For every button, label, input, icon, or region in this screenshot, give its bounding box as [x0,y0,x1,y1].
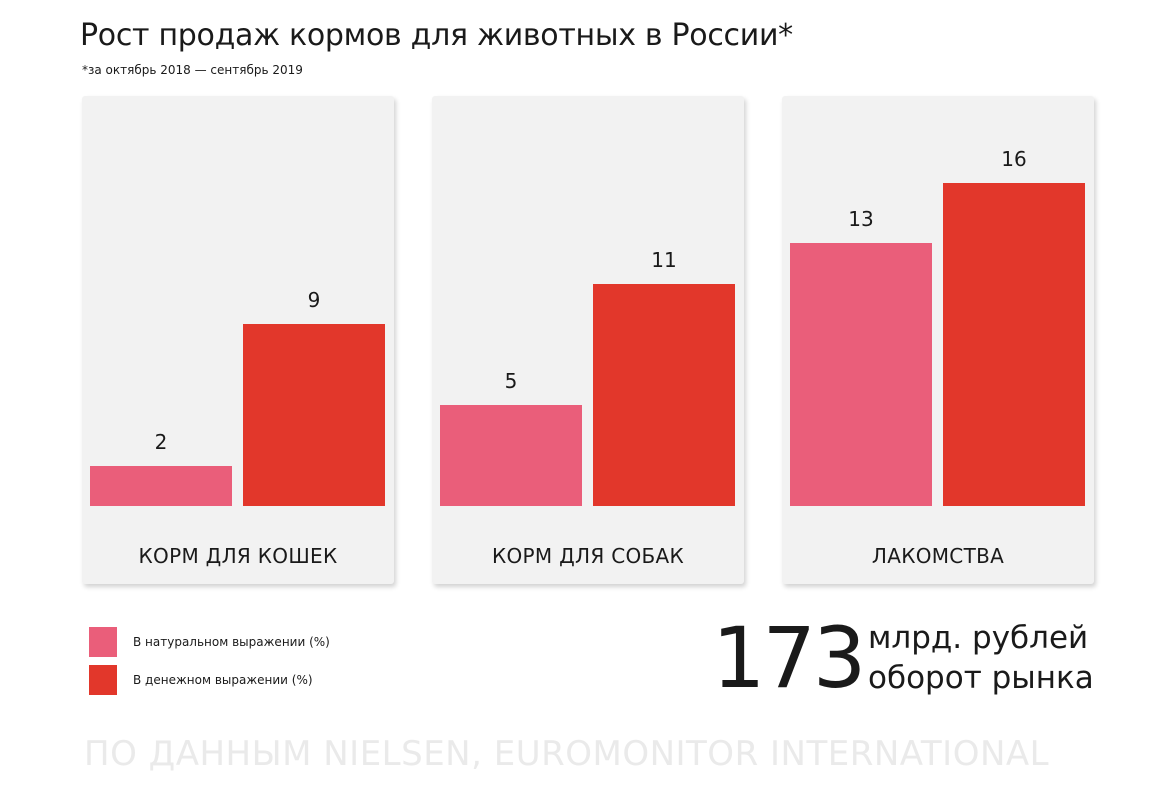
legend-item-monetary: В денежном выражении (%) [89,664,330,696]
legend: В натуральном выражении (%) В денежном в… [89,626,330,702]
legend-swatch-monetary [89,665,117,695]
legend-item-natural: В натуральном выражении (%) [89,626,330,658]
panel-cats: 2 9 КОРМ ДЛЯ КОШЕК [82,96,394,584]
data-label-treats-natural: 13 [848,207,874,232]
data-label-dogs-natural: 5 [504,369,518,393]
legend-label-monetary: В денежном выражении (%) [133,673,313,687]
market-turnover-unit: млрд. рублей [868,620,1089,656]
category-label-cats: КОРМ ДЛЯ КОШЕК [138,544,338,568]
bar-cats-natural [90,465,232,506]
legend-label-natural: В натуральном выражении (%) [133,635,330,649]
panel-dogs: 5 11 КОРМ ДЛЯ СОБАК [432,96,744,584]
market-turnover-value: 173 [712,609,866,707]
chart-subtitle: *за октябрь 2018 — сентябрь 2019 [82,63,303,77]
panel-treats: 13 16 ЛАКОМСТВА [782,96,1094,584]
bar-treats-monetary [943,182,1085,506]
data-label-cats-monetary: 9 [307,288,321,313]
chart-title: Рост продаж кормов для животных в России… [80,18,793,53]
data-label-treats-monetary: 16 [1001,146,1027,171]
bar-dogs-natural [440,405,582,506]
market-turnover-caption: оборот рынка [868,660,1094,696]
legend-swatch-natural [89,627,117,657]
source-footer: ПО ДАННЫМ NIELSEN, EUROMONITOR INTERNATI… [84,734,1050,774]
bar-dogs-monetary [593,283,735,506]
category-label-treats: ЛАКОМСТВА [871,544,1005,568]
category-label-dogs: КОРМ ДЛЯ СОБАК [491,544,685,568]
bar-treats-natural [790,243,932,506]
data-label-cats-natural: 2 [154,429,168,454]
data-label-dogs-monetary: 11 [651,247,677,272]
bar-cats-monetary [243,324,385,506]
